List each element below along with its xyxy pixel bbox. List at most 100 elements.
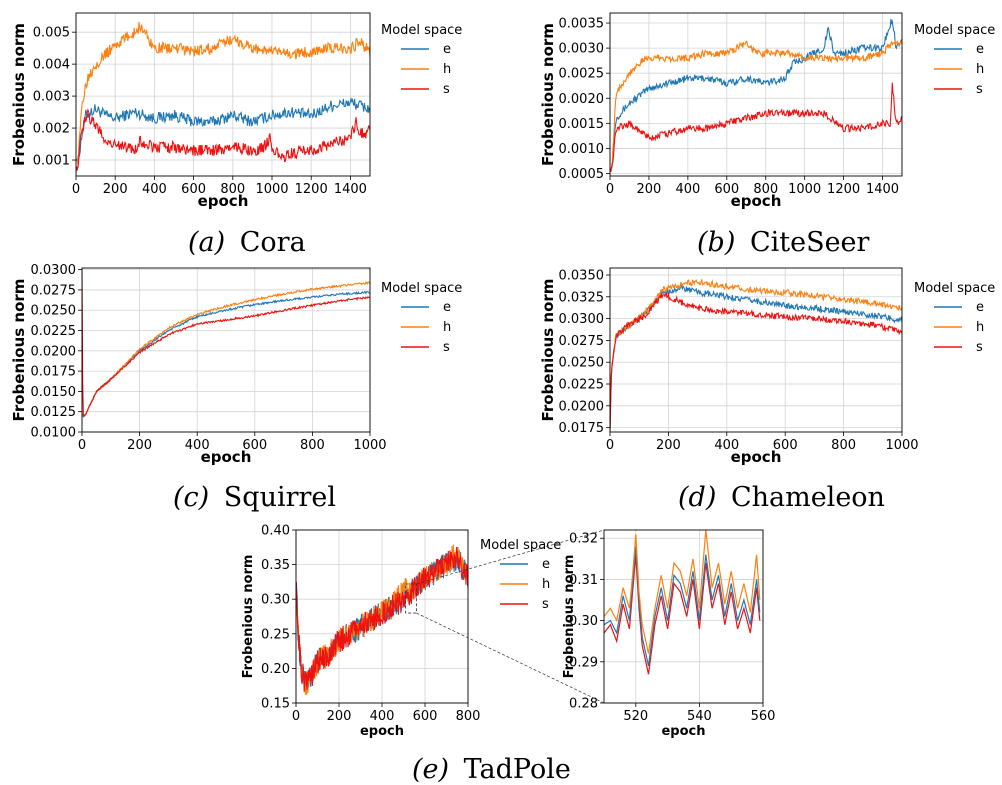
- y-tick-label: 0.003: [33, 90, 70, 105]
- x-tick-label: 600: [773, 438, 798, 453]
- panel-tadpole-zoom: 520 540 560 0.28 0.29 0.30 0.31 0.32 epoch Froben…: [562, 529, 776, 739]
- x-tick-label: 800: [456, 709, 481, 724]
- series-line-e: [604, 546, 761, 667]
- x-tick-label: 400: [185, 438, 210, 453]
- y-tick-label: 0.28: [569, 697, 598, 712]
- y-axis-label: Frobenious norm: [10, 279, 28, 422]
- legend-title: Model space: [914, 281, 995, 296]
- caption-e-name: TadPole: [464, 754, 571, 785]
- y-tick-label: 0.0030: [559, 42, 605, 57]
- x-tick-label: 0: [606, 438, 614, 453]
- plot-frame: [609, 267, 903, 433]
- x-tick-label: 200: [103, 182, 128, 197]
- series-line-s: [76, 108, 370, 173]
- caption-c: (c) Squirrel: [173, 482, 336, 513]
- x-tick-label: 800: [220, 182, 245, 197]
- x-tick-label: 540: [687, 709, 712, 724]
- caption-d-name: Chameleon: [731, 482, 885, 513]
- y-tick-label: 0.0010: [559, 142, 605, 157]
- series-line-e: [610, 19, 902, 173]
- legend-title: Model space: [914, 23, 995, 38]
- y-tick-label: 0.0015: [559, 117, 605, 132]
- panel-squirrel: 0 200 400 600 800 1000 0.0100 0.0125 0.0150 0.017…: [10, 263, 462, 466]
- zoom-region-box: [405, 583, 417, 614]
- y-tick-label: 0.0150: [31, 385, 77, 400]
- y-tick-label: 0.0025: [559, 67, 605, 82]
- y-tick-label: 0.0225: [31, 324, 77, 339]
- y-tick-label: 0.29: [569, 655, 598, 670]
- caption-b-name: CiteSeer: [750, 227, 870, 258]
- caption-a-name: Cora: [240, 227, 306, 258]
- x-tick-label: 1400: [334, 182, 367, 197]
- y-tick-label: 0.0275: [559, 334, 605, 349]
- y-tick-label: 0.0100: [31, 426, 77, 441]
- x-tick-label: 1400: [866, 182, 899, 197]
- x-axis-label: epoch: [731, 448, 782, 466]
- caption-d: (d) Chameleon: [678, 482, 885, 513]
- x-tick-label: 600: [181, 182, 206, 197]
- legend-label-e: e: [443, 42, 451, 57]
- y-tick-label: 0.15: [261, 697, 290, 712]
- y-tick-label: 0.31: [569, 573, 598, 588]
- plot-frame: [75, 12, 371, 177]
- series-line-h: [610, 39, 902, 173]
- y-tick-label: 0.35: [261, 558, 290, 573]
- y-tick-label: 0.0200: [31, 344, 77, 359]
- series-line-s: [604, 554, 761, 675]
- y-tick-label: 0.0200: [559, 399, 605, 414]
- x-tick-label: 1000: [885, 438, 918, 453]
- y-axis-label: Frobenious norm: [539, 279, 557, 422]
- y-tick-label: 0.0225: [559, 378, 605, 393]
- series-line-s: [296, 547, 468, 692]
- y-tick-label: 0.0350: [559, 268, 605, 283]
- series-line-h: [604, 530, 761, 654]
- legend-label-s: s: [976, 82, 983, 97]
- legend-label-s: s: [542, 597, 549, 612]
- legend-label-h: h: [542, 577, 550, 592]
- y-tick-label: 0.0325: [559, 290, 605, 305]
- x-axis-label: epoch: [731, 192, 782, 210]
- x-tick-label: 400: [675, 182, 700, 197]
- y-tick-label: 0.0175: [559, 421, 605, 436]
- x-tick-label: 400: [370, 709, 395, 724]
- y-tick-label: 0.0300: [31, 263, 77, 278]
- panel-chameleon: 0 200 400 600 800 1000 0.0175 0.0200 0.0225 0.025…: [539, 267, 995, 466]
- x-tick-label: 1000: [353, 438, 386, 453]
- x-tick-label: 560: [751, 709, 776, 724]
- y-axis-label: Frobenious norm: [539, 23, 557, 166]
- x-tick-label: 0: [292, 709, 300, 724]
- series-line-e: [76, 96, 370, 162]
- legend-title: Model space: [381, 281, 462, 296]
- y-tick-label: 0.32: [569, 532, 598, 547]
- y-tick-label: 0.004: [33, 58, 70, 73]
- x-tick-label: 200: [637, 182, 662, 197]
- x-tick-label: 200: [127, 438, 152, 453]
- x-tick-label: 1200: [827, 182, 860, 197]
- x-tick-label: 800: [753, 182, 778, 197]
- x-axis-label: epoch: [198, 192, 249, 210]
- legend-label-e: e: [542, 557, 550, 572]
- x-tick-label: 800: [300, 438, 325, 453]
- caption-a: (a) Cora: [188, 227, 306, 258]
- caption-b-label: (b): [697, 227, 735, 258]
- y-axis-label: Frobenious norm: [241, 555, 256, 679]
- plot-frame: [81, 267, 371, 433]
- x-tick-label: 800: [831, 438, 856, 453]
- x-tick-label: 400: [142, 182, 167, 197]
- legend-label-e: e: [976, 42, 984, 57]
- x-tick-label: 1200: [295, 182, 328, 197]
- y-tick-label: 0.40: [261, 524, 290, 539]
- legend-label-s: s: [443, 340, 450, 355]
- x-tick-label: 0: [72, 182, 80, 197]
- legend-label-e: e: [976, 300, 984, 315]
- x-tick-label: 520: [623, 709, 648, 724]
- plot-frame: [609, 12, 903, 177]
- y-axis-label: Frobenious norm: [10, 23, 28, 166]
- series-line-h: [82, 281, 370, 418]
- series-line-s: [82, 270, 370, 417]
- x-tick-label: 400: [714, 438, 739, 453]
- x-axis-label: epoch: [661, 724, 705, 739]
- x-tick-label: 0: [78, 438, 86, 453]
